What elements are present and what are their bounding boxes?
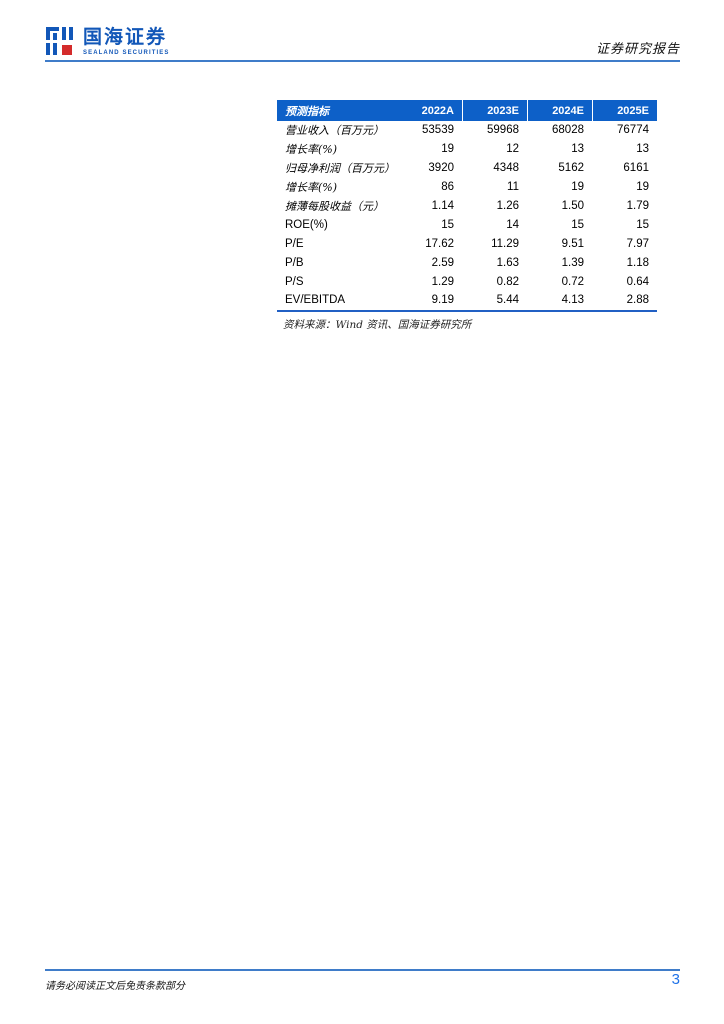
row-value: 9.19 — [431, 294, 454, 307]
forecast-table: 预测指标 2022A 2023E 2024E 2025E 营业收入（百万元） 53539 5… — [277, 100, 657, 332]
header-cell-year: 2022A — [421, 104, 454, 117]
forecast-table-body: 营业收入（百万元） 53539 59968 68028 76774 增长率(%) 19 12 1… — [277, 121, 657, 312]
brand-logo: 国海证券 SEALAND SECURITIES — [45, 26, 169, 56]
table-row: 增长率(%) 86 11 19 19 — [277, 178, 657, 197]
row-value: 5.44 — [496, 294, 519, 307]
row-value: 2.59 — [431, 256, 454, 269]
row-value: 7.97 — [626, 237, 649, 250]
row-value: 11.29 — [491, 237, 519, 250]
row-value: 13 — [571, 143, 584, 156]
row-value: 68028 — [552, 124, 584, 137]
row-value: 86 — [441, 181, 454, 194]
row-value: 0.64 — [626, 275, 649, 288]
row-label: 营业收入（百万元） — [285, 124, 384, 138]
row-value: 15 — [441, 218, 454, 231]
row-value: 1.26 — [496, 200, 519, 212]
header-cell-year: 2025E — [592, 100, 657, 121]
row-value: 13 — [636, 143, 649, 156]
row-value: 5162 — [558, 162, 584, 175]
row-value: 11 — [507, 181, 519, 194]
row-value: 4.13 — [561, 294, 584, 307]
row-value: 1.29 — [431, 275, 454, 288]
table-row: 增长率(%) 19 12 13 13 — [277, 140, 657, 159]
row-value: 17.62 — [425, 237, 454, 250]
table-row: 营业收入（百万元） 53539 59968 68028 76774 — [277, 121, 657, 140]
header-cell-indicator: 预测指标 — [285, 104, 329, 118]
row-value: 15 — [636, 218, 649, 231]
row-label: P/S — [285, 275, 304, 288]
brand-wordmark: 国海证券 SEALAND SECURITIES — [83, 26, 169, 56]
row-value: 3920 — [428, 162, 454, 175]
row-value: 1.63 — [496, 256, 519, 269]
row-value: 14 — [506, 218, 519, 231]
footer-divider — [45, 969, 680, 971]
table-row: P/E 17.62 11.29 9.51 7.97 — [277, 234, 657, 253]
row-value: 53539 — [422, 124, 454, 137]
header-divider — [45, 60, 680, 62]
table-row: 摊薄每股收益（元） 1.14 1.26 1.50 1.79 — [277, 197, 657, 216]
row-value: 4348 — [493, 162, 519, 175]
row-label: P/E — [285, 237, 304, 250]
row-value: 59968 — [487, 124, 519, 137]
row-value: 19 — [571, 181, 584, 194]
row-value: 9.51 — [561, 237, 584, 250]
row-label: 增长率(%) — [285, 143, 338, 157]
row-value: 6161 — [623, 162, 649, 175]
row-value: 1.79 — [626, 200, 649, 212]
brand-name: 国海证券 — [83, 27, 168, 48]
row-value: 15 — [571, 218, 584, 231]
row-value: 2.88 — [626, 294, 649, 307]
row-value: 1.39 — [561, 256, 584, 269]
row-value: 19 — [441, 143, 454, 156]
row-value: 19 — [636, 181, 649, 194]
table-row: ROE(%) 15 14 15 15 — [277, 215, 657, 234]
forecast-table-header: 预测指标 2022A 2023E 2024E 2025E — [277, 100, 657, 121]
row-label: P/B — [285, 256, 304, 269]
table-row: 归母净利润（百万元） 3920 4348 5162 6161 — [277, 159, 657, 178]
row-value: 1.14 — [431, 200, 454, 212]
sealand-securities-logo-icon — [46, 27, 73, 55]
row-label: 归母净利润（百万元） — [285, 162, 395, 176]
row-label: EV/EBITDA — [285, 294, 346, 307]
row-value: 12 — [506, 143, 519, 156]
footer-disclaimer: 请务必阅读正文后免责条款部分 — [45, 981, 185, 992]
page-number: 3 — [671, 971, 680, 988]
row-label: 摊薄每股收益（元） — [285, 200, 384, 213]
row-value: 0.82 — [496, 275, 519, 288]
report-type-label: 证券研究报告 — [595, 42, 680, 57]
table-row: P/S 1.29 0.82 0.72 0.64 — [277, 272, 657, 291]
table-row: EV/EBITDA 9.19 5.44 4.13 2.88 — [277, 291, 657, 310]
header-cell-year: 2023E — [462, 100, 527, 121]
row-value: 0.72 — [561, 275, 584, 288]
row-value: 76774 — [617, 124, 649, 137]
header-cell-year: 2024E — [527, 100, 592, 121]
brand-subtitle: SEALAND SECURITIES — [83, 50, 170, 56]
table-source-note: 资料来源：Wind 资讯、国海证券研究所 — [283, 318, 472, 331]
row-label: 增长率(%) — [285, 181, 338, 195]
row-value: 1.18 — [626, 256, 649, 269]
table-row: P/B 2.59 1.63 1.39 1.18 — [277, 253, 657, 272]
row-value: 1.50 — [561, 200, 584, 212]
row-label: ROE(%) — [285, 218, 328, 231]
